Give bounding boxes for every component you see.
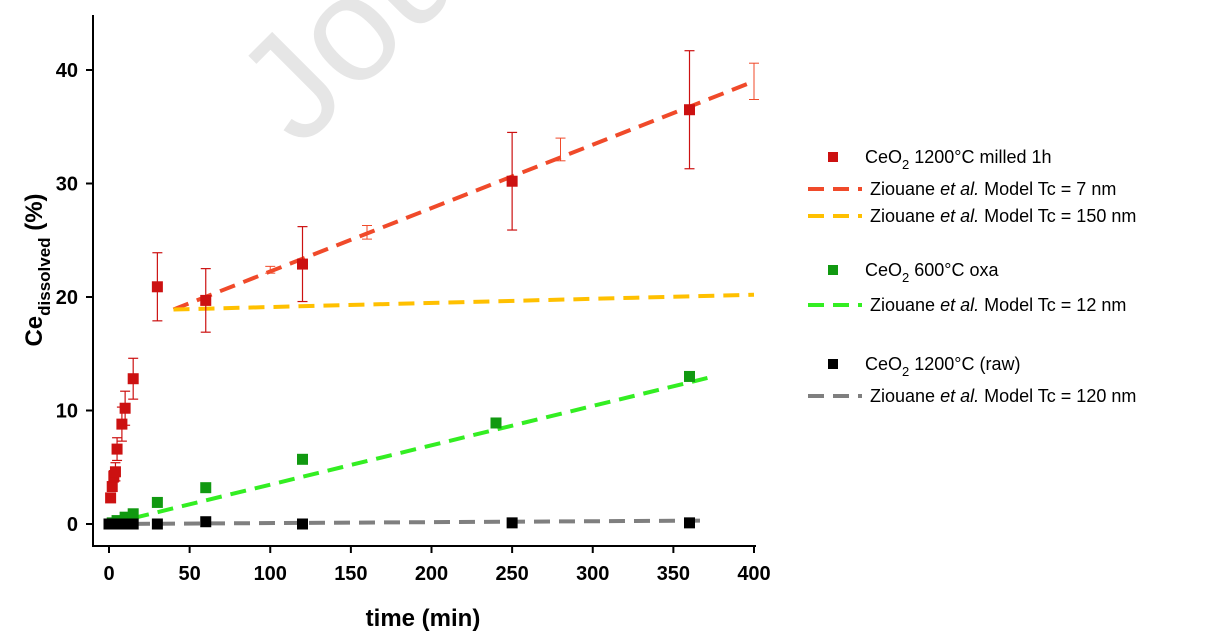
data-point-ceo2-600-c-oxa	[151, 496, 163, 508]
x-tick-label: 350	[657, 563, 690, 585]
data-point-ceo2-1200-c-milled-1h	[116, 418, 128, 430]
data-point-ceo2-1200-c-milled-1h	[684, 104, 695, 116]
y-axis-title: Cedissolved (%)	[21, 193, 54, 346]
y-tick-label: 30	[56, 174, 78, 196]
x-tick-label: 0	[103, 563, 114, 585]
data-point-ceo2-1200-c-milled-1h	[105, 492, 117, 504]
data-point-ceo2-1200-c-milled-1h	[506, 175, 518, 187]
y-tick-label: 40	[56, 60, 78, 82]
y-tick-label: 10	[56, 401, 78, 423]
legend-label-ceo2-600-c-oxa: CeO2 600°C oxa	[865, 260, 999, 285]
x-tick-label: 150	[334, 563, 367, 585]
data-point-ceo2-1200-c-milled-1h	[106, 481, 118, 493]
data-point-ceo2-1200-c-milled-1h	[200, 294, 212, 306]
data-point-ceo2-1200-c-raw	[684, 517, 695, 529]
legend-marker-ceo2-600-c-oxa	[828, 265, 838, 275]
data-point-ceo2-1200-c-raw	[200, 516, 212, 528]
x-tick-label: 300	[576, 563, 609, 585]
data-point-ceo2-1200-c-raw	[297, 518, 308, 530]
plot-area	[103, 50, 759, 530]
legend: CeO2 1200°C milled 1h Ziouane et al. Mode…	[808, 147, 1136, 406]
y-tick-label: 0	[67, 514, 78, 536]
data-point-ceo2-1200-c-milled-1h	[297, 258, 308, 270]
series-line-ziouane-et-al-model-tc-12-nm	[108, 374, 715, 526]
legend-marker-ceo2-1200-c-milled-1h	[828, 152, 838, 162]
y-axis-title-main: Ce	[21, 316, 48, 347]
y-axis-title-subscript: dissolved	[35, 237, 54, 315]
data-point-ceo2-1200-c-milled-1h	[151, 281, 163, 293]
legend-label-ziouane-et-al-model-tc-120-nm: Ziouane et al. Model Tc = 120 nm	[870, 386, 1136, 406]
x-tick-label: 250	[495, 563, 528, 585]
data-point-ceo2-1200-c-raw	[506, 517, 518, 529]
x-tick-label: 200	[415, 563, 448, 585]
series-line-ziouane-et-al-model-tc-150-nm	[173, 292, 755, 312]
data-point-ceo2-600-c-oxa	[297, 453, 308, 465]
legend-marker-ceo2-1200-c-raw	[828, 359, 838, 369]
legend-label-ceo2-1200-c-raw: CeO2 1200°C (raw)	[865, 354, 1020, 379]
data-point-ceo2-1200-c-milled-1h	[127, 373, 139, 385]
legend-label-ziouane-et-al-model-tc-150-nm: Ziouane et al. Model Tc = 150 nm	[870, 206, 1136, 226]
x-tick-label: 100	[254, 563, 287, 585]
x-axis-title: time (min)	[366, 605, 481, 632]
legend-label-ziouane-et-al-model-tc-12-nm: Ziouane et al. Model Tc = 12 nm	[870, 295, 1126, 315]
legend-label-ziouane-et-al-model-tc-7-nm: Ziouane et al. Model Tc = 7 nm	[870, 179, 1116, 199]
data-point-ceo2-600-c-oxa	[200, 482, 212, 494]
data-point-ceo2-1200-c-raw	[127, 518, 139, 530]
axes	[92, 15, 756, 547]
data-point-ceo2-1200-c-milled-1h	[111, 443, 123, 455]
data-point-ceo2-600-c-oxa	[490, 417, 502, 429]
legend-label-ceo2-1200-c-milled-1h: CeO2 1200°C milled 1h	[865, 147, 1052, 172]
data-point-ceo2-1200-c-raw	[151, 518, 163, 530]
data-point-ceo2-1200-c-milled-1h	[109, 466, 121, 478]
series-line-ziouane-et-al-model-tc-120-nm	[108, 518, 706, 526]
watermark: Jou	[204, 0, 494, 173]
data-point-ceo2-1200-c-milled-1h	[119, 402, 131, 414]
x-tick-label: 400	[737, 563, 770, 585]
data-point-ceo2-600-c-oxa	[127, 508, 139, 520]
y-axis-title-suffix: (%)	[21, 193, 48, 237]
data-point-ceo2-600-c-oxa	[119, 511, 131, 523]
y-tick-label: 20	[56, 287, 78, 309]
x-tick-label: 50	[179, 563, 201, 585]
series-line-ziouane-et-al-model-tc-7-nm	[172, 79, 755, 312]
data-point-ceo2-600-c-oxa	[684, 370, 695, 382]
ticks: 0 50 100 150 200 250 300 350 400 0 10 20 30 40	[56, 60, 771, 585]
